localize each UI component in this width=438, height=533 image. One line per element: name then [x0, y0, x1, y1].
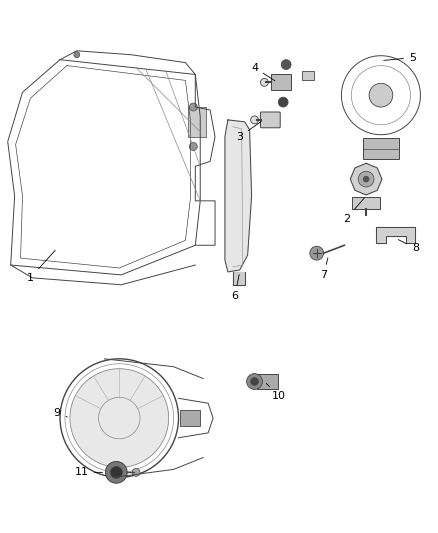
- Polygon shape: [350, 163, 382, 195]
- Polygon shape: [376, 227, 416, 243]
- Text: 9: 9: [53, 408, 67, 418]
- Circle shape: [110, 466, 122, 478]
- Text: 11: 11: [75, 467, 102, 478]
- FancyBboxPatch shape: [363, 138, 399, 159]
- Circle shape: [251, 377, 258, 385]
- Circle shape: [70, 369, 169, 467]
- Circle shape: [358, 171, 374, 187]
- Text: 7: 7: [320, 258, 328, 280]
- FancyBboxPatch shape: [352, 197, 380, 209]
- Circle shape: [369, 83, 393, 107]
- Polygon shape: [233, 272, 245, 285]
- Text: 10: 10: [266, 383, 286, 401]
- Circle shape: [363, 176, 369, 182]
- Text: 4: 4: [251, 62, 275, 81]
- Circle shape: [261, 78, 268, 86]
- Text: 1: 1: [27, 251, 55, 283]
- FancyBboxPatch shape: [271, 75, 291, 90]
- FancyBboxPatch shape: [180, 410, 200, 426]
- FancyBboxPatch shape: [261, 112, 280, 128]
- Polygon shape: [225, 120, 251, 272]
- Circle shape: [310, 246, 324, 260]
- Text: 2: 2: [343, 198, 364, 224]
- FancyBboxPatch shape: [302, 70, 314, 80]
- Circle shape: [278, 97, 288, 107]
- Circle shape: [251, 116, 258, 124]
- FancyBboxPatch shape: [188, 107, 206, 136]
- Text: 6: 6: [231, 274, 239, 301]
- Circle shape: [74, 52, 80, 58]
- Text: 8: 8: [398, 240, 419, 253]
- Text: 3: 3: [236, 122, 261, 142]
- Text: 5: 5: [384, 53, 416, 63]
- Circle shape: [281, 60, 291, 69]
- Circle shape: [132, 469, 140, 477]
- Circle shape: [106, 462, 127, 483]
- FancyBboxPatch shape: [257, 374, 278, 390]
- Circle shape: [189, 143, 197, 150]
- Circle shape: [189, 103, 197, 111]
- Circle shape: [247, 374, 262, 390]
